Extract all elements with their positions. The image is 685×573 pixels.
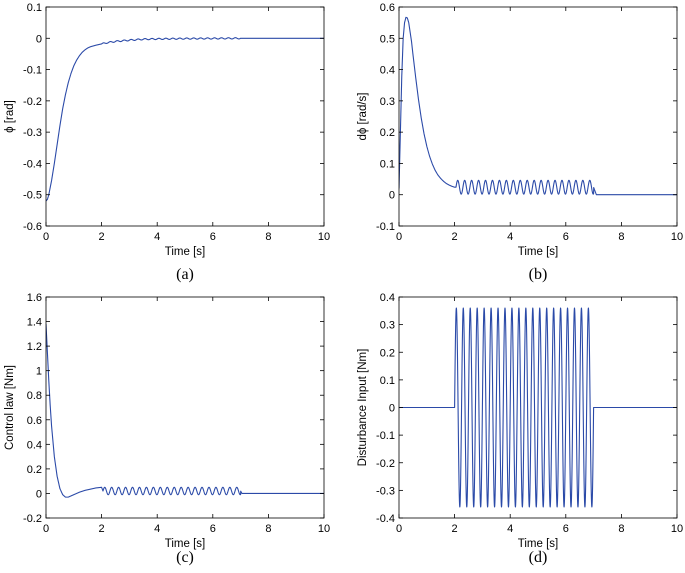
y-tick-label: 0.2 — [380, 347, 395, 359]
y-tick-label: 0 — [36, 33, 42, 45]
y-tick-label: 0.6 — [27, 415, 42, 427]
x-tick-label: 0 — [43, 231, 49, 243]
panel-d: 0 2 4 6 8 10 -0.4 -0.3 -0.2 -0.1 0 0.1 0.2 0.3 0.4 Time… — [357, 292, 683, 566]
y-axis-label: ϕ [rad] — [4, 100, 16, 133]
y-tick-label: 0.1 — [380, 375, 395, 387]
y-tick-label: 0.4 — [380, 292, 395, 304]
y-tick-label: -0.5 — [23, 190, 42, 202]
x-tick-label: 2 — [452, 523, 458, 535]
plot-frame — [45, 6, 325, 227]
x-tick-label: 2 — [99, 231, 105, 243]
x-tick-label: 0 — [396, 523, 402, 535]
x-axis-label: Time [s] — [518, 538, 558, 550]
x-axis-label: Time [s] — [165, 538, 205, 550]
y-tick-label: -0.1 — [376, 430, 395, 442]
x-tick-label: 4 — [507, 231, 513, 243]
series-line — [46, 323, 324, 498]
y-tick-label: 0 — [389, 403, 395, 415]
panel-caption: (b) — [529, 266, 548, 283]
x-tick-label: 0 — [396, 231, 402, 243]
x-tick-label: 6 — [210, 523, 216, 535]
y-tick-label: -0.4 — [376, 513, 395, 525]
x-tick-label: 8 — [265, 523, 271, 535]
x-axis-label: Time [s] — [518, 246, 558, 258]
y-tick-label: -0.3 — [23, 127, 42, 139]
y-tick-label: 0.2 — [27, 464, 42, 476]
x-tick-label: 8 — [265, 231, 271, 243]
x-tick-label: 4 — [154, 231, 160, 243]
x-tick-label: 6 — [563, 523, 569, 535]
x-tick-label: 4 — [154, 523, 160, 535]
y-tick-label: 0.1 — [380, 158, 395, 170]
y-tick-label: -0.2 — [376, 458, 395, 470]
y-tick-label: 1 — [36, 366, 42, 378]
x-tick-label: 10 — [671, 523, 683, 535]
y-tick-label: -0.3 — [376, 485, 395, 497]
y-tick-label: 0.5 — [380, 33, 395, 45]
y-axis-label: Control law [Nm] — [4, 365, 16, 450]
x-tick-label: 8 — [618, 523, 624, 535]
x-tick-label: 6 — [210, 231, 216, 243]
y-tick-label: -0.1 — [23, 65, 42, 77]
y-tick-label: 1.6 — [27, 292, 42, 304]
x-tick-label: 10 — [318, 231, 330, 243]
panel-caption: (d) — [529, 549, 548, 566]
plot-frame — [45, 296, 325, 519]
y-tick-label: 1.2 — [27, 341, 42, 353]
x-tick-label: 10 — [671, 231, 683, 243]
y-tick-label: -0.2 — [23, 513, 42, 525]
x-tick-label: 2 — [99, 523, 105, 535]
y-tick-label: 1.4 — [27, 317, 42, 329]
y-axis-label: dϕ [rad/s] — [357, 93, 369, 141]
y-tick-label: -0.1 — [376, 221, 395, 233]
panel-a: 0 2 4 6 8 10 -0.6 -0.5 -0.4 -0.3 -0.2 -0.1 0 0.1 Time … — [4, 2, 330, 283]
series-line — [46, 37, 324, 202]
x-axis-label: Time [s] — [165, 246, 205, 258]
x-tick-label: 10 — [318, 523, 330, 535]
y-tick-label: 0.1 — [27, 2, 42, 14]
y-axis-label: Disturbance Input [Nm] — [357, 349, 369, 467]
y-tick-label: 0.4 — [380, 65, 395, 77]
x-tick-label: 4 — [507, 523, 513, 535]
y-tick-label: 0 — [389, 190, 395, 202]
y-tick-label: -0.2 — [23, 96, 42, 108]
y-tick-label: 0.2 — [380, 127, 395, 139]
y-tick-label: -0.4 — [23, 158, 42, 170]
plot-frame — [398, 6, 678, 227]
x-tick-label: 0 — [43, 523, 49, 535]
series-line — [399, 307, 677, 508]
x-tick-label: 6 — [563, 231, 569, 243]
y-tick-label: 0.6 — [380, 2, 395, 14]
panel-caption: (a) — [176, 266, 194, 283]
y-tick-label: 0.8 — [27, 390, 42, 402]
y-tick-label: 0.4 — [27, 439, 42, 451]
y-tick-label: -0.6 — [23, 221, 42, 233]
y-tick-label: 0 — [36, 488, 42, 500]
x-tick-label: 2 — [452, 231, 458, 243]
panel-caption: (c) — [176, 549, 194, 566]
y-tick-label: 0.3 — [380, 96, 395, 108]
series-line — [399, 16, 677, 196]
y-tick-label: 0.3 — [380, 320, 395, 332]
x-tick-label: 8 — [618, 231, 624, 243]
